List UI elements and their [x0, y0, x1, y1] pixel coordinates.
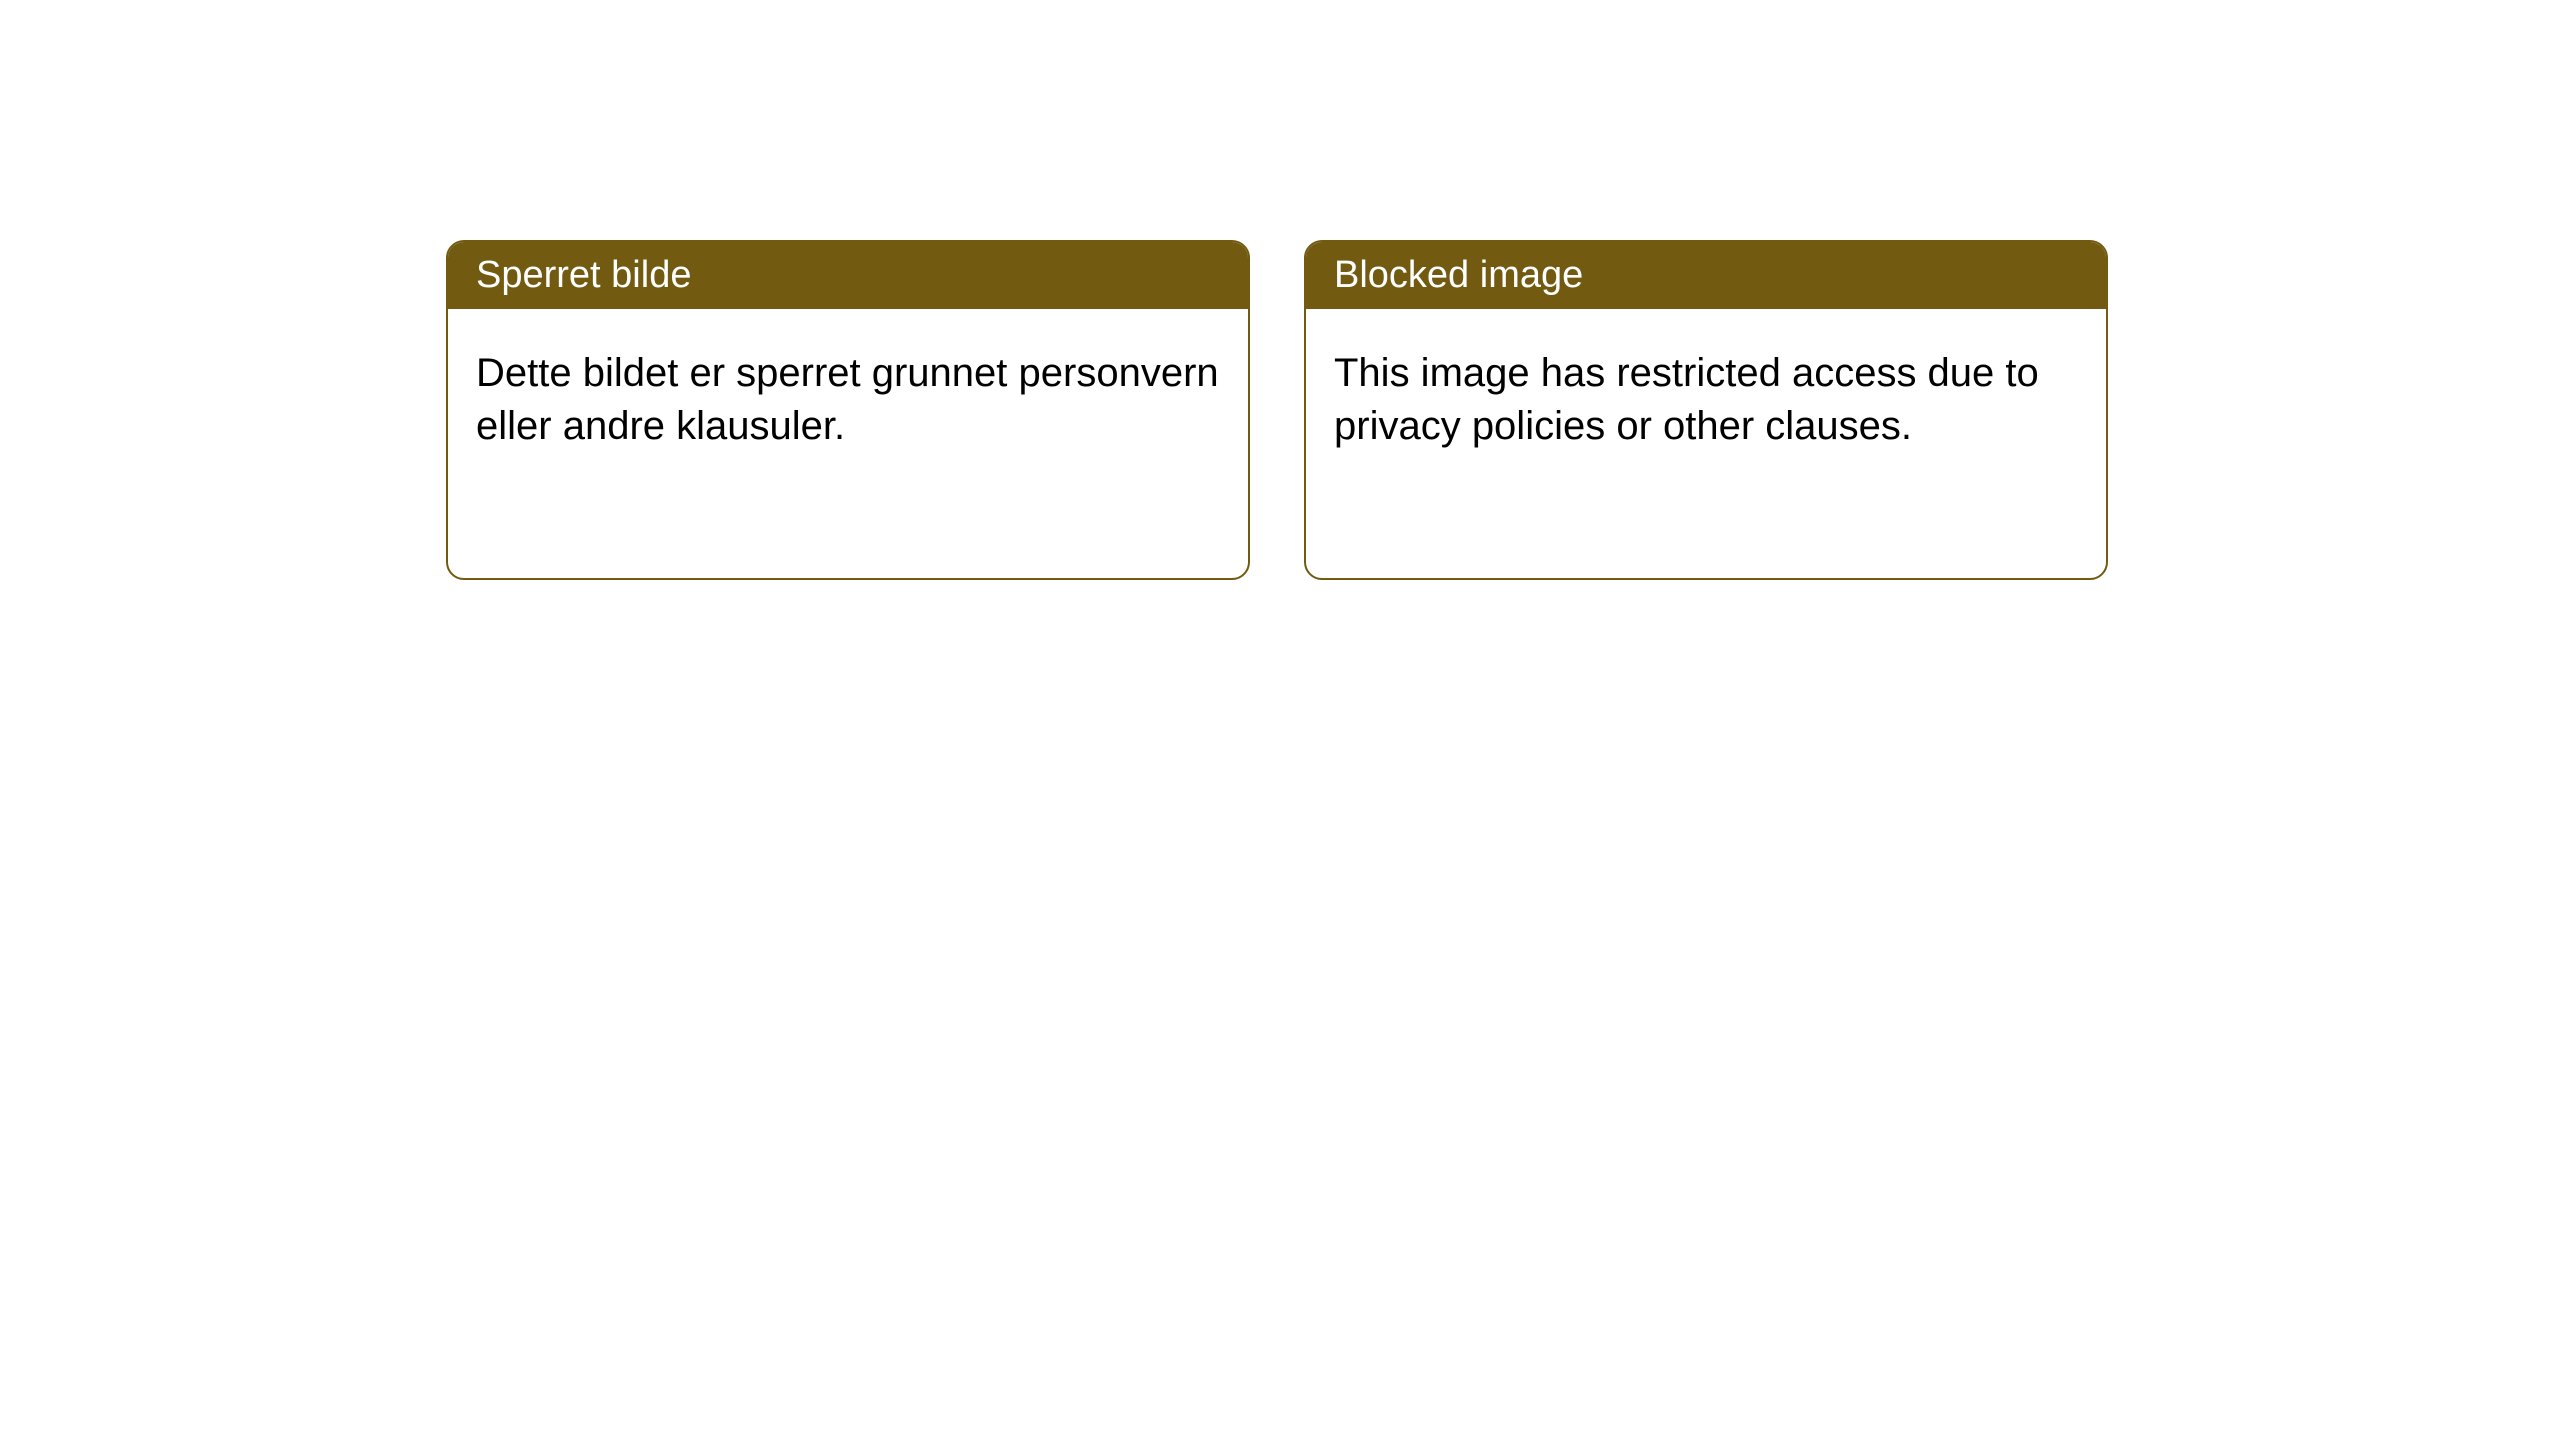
blocked-image-panel-en: Blocked image This image has restricted … [1304, 240, 2108, 580]
panel-header: Sperret bilde [448, 242, 1248, 309]
panels-container: Sperret bilde Dette bildet er sperret gr… [446, 240, 2108, 580]
panel-header-text: Blocked image [1334, 254, 1583, 296]
panel-header: Blocked image [1306, 242, 2106, 309]
panel-header-text: Sperret bilde [476, 254, 691, 296]
panel-body: This image has restricted access due to … [1306, 309, 2106, 491]
panel-body: Dette bildet er sperret grunnet personve… [448, 309, 1248, 491]
panel-body-text: This image has restricted access due to … [1334, 351, 2039, 448]
panel-body-text: Dette bildet er sperret grunnet personve… [476, 351, 1219, 448]
blocked-image-panel-no: Sperret bilde Dette bildet er sperret gr… [446, 240, 1250, 580]
